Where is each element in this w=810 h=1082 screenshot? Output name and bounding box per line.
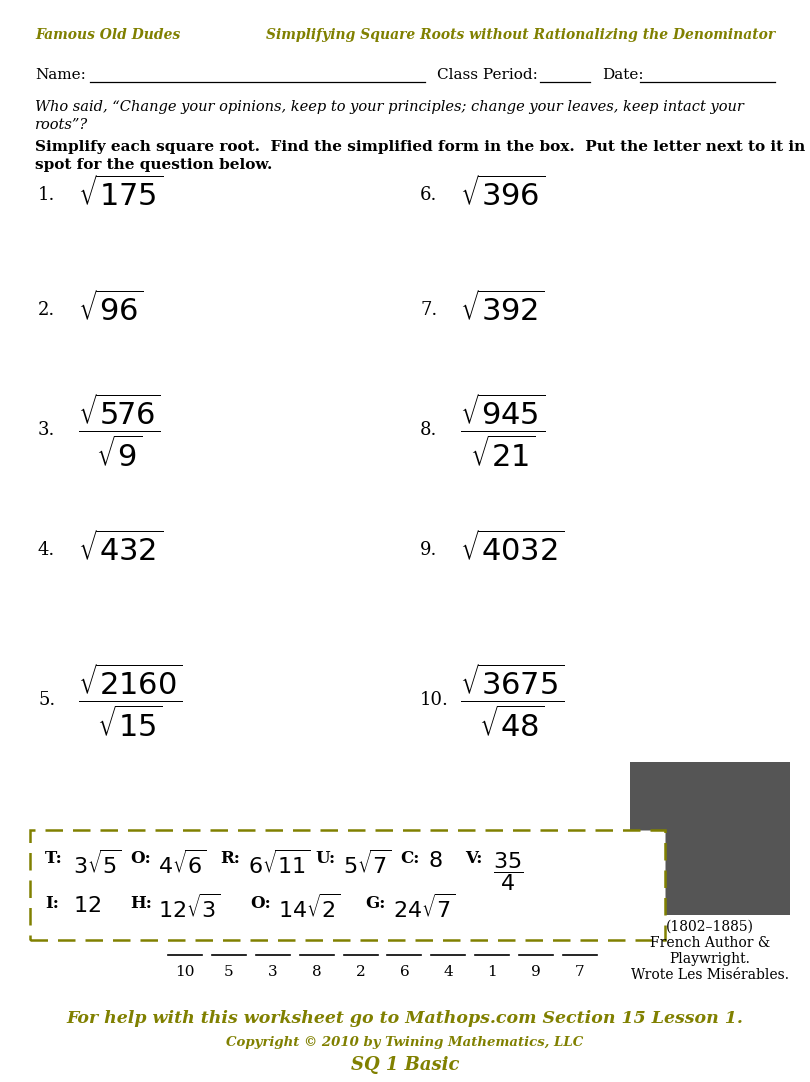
Text: 2: 2 <box>356 965 365 979</box>
Text: spot for the question below.: spot for the question below. <box>35 158 272 172</box>
Text: $\sqrt{175}$: $\sqrt{175}$ <box>78 177 163 213</box>
Text: V:: V: <box>465 850 483 867</box>
Text: Who said, “Change your opinions, keep to your principles; change your leaves, ke: Who said, “Change your opinions, keep to… <box>35 100 744 114</box>
Text: 7.: 7. <box>420 301 437 319</box>
Text: O:: O: <box>250 895 271 912</box>
Text: 8: 8 <box>312 965 322 979</box>
Text: $12$: $12$ <box>73 895 101 918</box>
Text: SQ 1 Basic: SQ 1 Basic <box>351 1056 459 1074</box>
Text: $\dfrac{\sqrt{576}}{\sqrt{9}}$: $\dfrac{\sqrt{576}}{\sqrt{9}}$ <box>78 392 161 469</box>
Text: $12\sqrt{3}$: $12\sqrt{3}$ <box>158 895 221 923</box>
Text: 8.: 8. <box>420 421 437 439</box>
Text: R:: R: <box>220 850 240 867</box>
Text: 10.: 10. <box>420 691 449 709</box>
Text: 6: 6 <box>399 965 409 979</box>
Text: $3\sqrt{5}$: $3\sqrt{5}$ <box>73 850 122 879</box>
Text: Famous Old Dudes: Famous Old Dudes <box>35 28 181 42</box>
Text: $\dfrac{35}{4}$: $\dfrac{35}{4}$ <box>493 850 523 893</box>
Text: $14\sqrt{2}$: $14\sqrt{2}$ <box>278 895 341 923</box>
Text: 9: 9 <box>531 965 541 979</box>
Text: $\dfrac{\sqrt{945}}{\sqrt{21}}$: $\dfrac{\sqrt{945}}{\sqrt{21}}$ <box>460 392 545 469</box>
Text: C:: C: <box>400 850 420 867</box>
Text: 3.: 3. <box>38 421 55 439</box>
Text: $\sqrt{96}$: $\sqrt{96}$ <box>78 292 143 328</box>
Text: I:: I: <box>45 895 59 912</box>
Text: Simplifying Square Roots without Rationalizing the Denominator: Simplifying Square Roots without Rationa… <box>266 28 775 42</box>
Text: $\sqrt{396}$: $\sqrt{396}$ <box>460 177 545 213</box>
Text: $4\sqrt{6}$: $4\sqrt{6}$ <box>158 850 207 879</box>
Text: H:: H: <box>130 895 152 912</box>
Text: $\dfrac{\sqrt{2160}}{\sqrt{15}}$: $\dfrac{\sqrt{2160}}{\sqrt{15}}$ <box>78 661 182 739</box>
Text: For help with this worksheet go to Mathops.com Section 15 Lesson 1.: For help with this worksheet go to Matho… <box>66 1010 744 1027</box>
Text: $24\sqrt{7}$: $24\sqrt{7}$ <box>393 895 456 923</box>
Text: 9.: 9. <box>420 541 437 559</box>
Text: $\sqrt{392}$: $\sqrt{392}$ <box>460 292 544 328</box>
Text: $5\sqrt{7}$: $5\sqrt{7}$ <box>343 850 392 879</box>
Text: 10: 10 <box>175 965 194 979</box>
Text: $\sqrt{4032}$: $\sqrt{4032}$ <box>460 532 565 568</box>
Text: Name:: Name: <box>35 68 86 82</box>
Text: $\dfrac{\sqrt{3675}}{\sqrt{48}}$: $\dfrac{\sqrt{3675}}{\sqrt{48}}$ <box>460 661 565 739</box>
Text: $8$: $8$ <box>428 850 442 872</box>
Text: 1.: 1. <box>38 186 55 204</box>
Text: Playwright.: Playwright. <box>670 952 750 966</box>
Text: T:: T: <box>45 850 62 867</box>
Text: G:: G: <box>365 895 386 912</box>
Text: Simplify each square root.  Find the simplified form in the box.  Put the letter: Simplify each square root. Find the simp… <box>35 140 810 154</box>
Text: Class Period:: Class Period: <box>437 68 538 82</box>
Text: $6\sqrt{11}$: $6\sqrt{11}$ <box>248 850 311 879</box>
Text: roots”?: roots”? <box>35 118 88 132</box>
Text: French Author &: French Author & <box>650 936 770 950</box>
Text: 4.: 4. <box>38 541 55 559</box>
Text: Date:: Date: <box>602 68 644 82</box>
Text: 2.: 2. <box>38 301 55 319</box>
Bar <box>630 762 790 915</box>
Text: 1: 1 <box>488 965 497 979</box>
Text: $\sqrt{432}$: $\sqrt{432}$ <box>78 532 163 568</box>
Text: 5: 5 <box>224 965 234 979</box>
Text: (1802–1885): (1802–1885) <box>666 920 754 934</box>
Text: 6.: 6. <box>420 186 437 204</box>
Text: 5.: 5. <box>38 691 55 709</box>
Text: 3: 3 <box>268 965 278 979</box>
Text: 7: 7 <box>575 965 585 979</box>
Text: Wrote Les Misérables.: Wrote Les Misérables. <box>631 968 789 982</box>
Text: O:: O: <box>130 850 151 867</box>
Bar <box>30 830 665 940</box>
Text: Copyright © 2010 by Twining Mathematics, LLC: Copyright © 2010 by Twining Mathematics,… <box>226 1035 584 1050</box>
Text: 4: 4 <box>443 965 454 979</box>
Text: U:: U: <box>315 850 335 867</box>
